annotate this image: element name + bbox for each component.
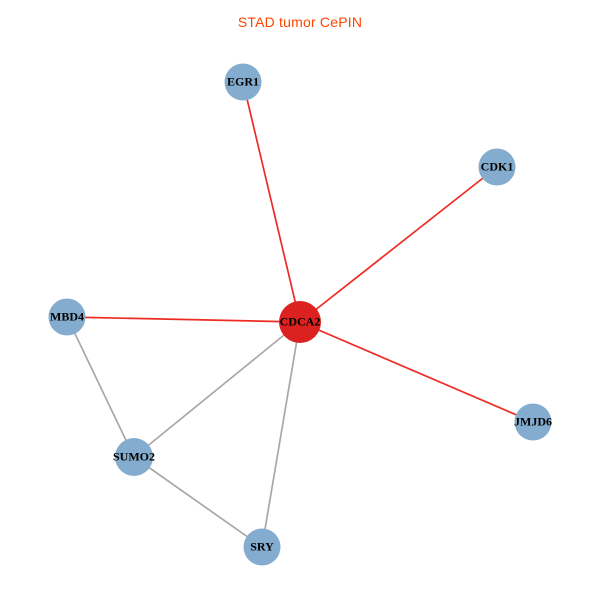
node-EGR1: [224, 63, 262, 101]
node-label-MBD4: MBD4: [50, 310, 84, 324]
node-CDCA2: [279, 301, 321, 343]
edge-CDCA2-CDK1: [299, 166, 498, 323]
nodes-layer: [48, 63, 552, 566]
node-CDK1: [478, 148, 516, 186]
plot-title: STAD tumor CePIN: [237, 14, 363, 30]
edge-CDCA2-EGR1: [242, 81, 301, 323]
edge-CDCA2-SRY: [261, 321, 301, 548]
edges-layer: [66, 81, 534, 548]
node-SRY: [243, 528, 281, 566]
node-label-EGR1: EGR1: [227, 75, 259, 89]
node-SUMO2: [115, 438, 153, 476]
node-MBD4: [48, 298, 86, 336]
node-label-CDCA2: CDCA2: [280, 315, 321, 329]
node-JMJD6: [514, 403, 552, 441]
node-label-SRY: SRY: [250, 540, 274, 554]
edge-CDCA2-JMJD6: [299, 321, 534, 423]
node-label-CDK1: CDK1: [481, 160, 514, 174]
edge-SUMO2-SRY: [133, 456, 263, 548]
edge-MBD4-SUMO2: [66, 316, 135, 458]
labels-layer: EGR1 CDK1 MBD4 CDCA2 JMJD6 SUMO2 SRY: [50, 75, 552, 554]
node-label-JMJD6: JMJD6: [514, 415, 552, 429]
edge-CDCA2-SUMO2: [133, 321, 301, 458]
node-label-SUMO2: SUMO2: [113, 450, 155, 464]
edge-CDCA2-MBD4: [66, 316, 301, 323]
